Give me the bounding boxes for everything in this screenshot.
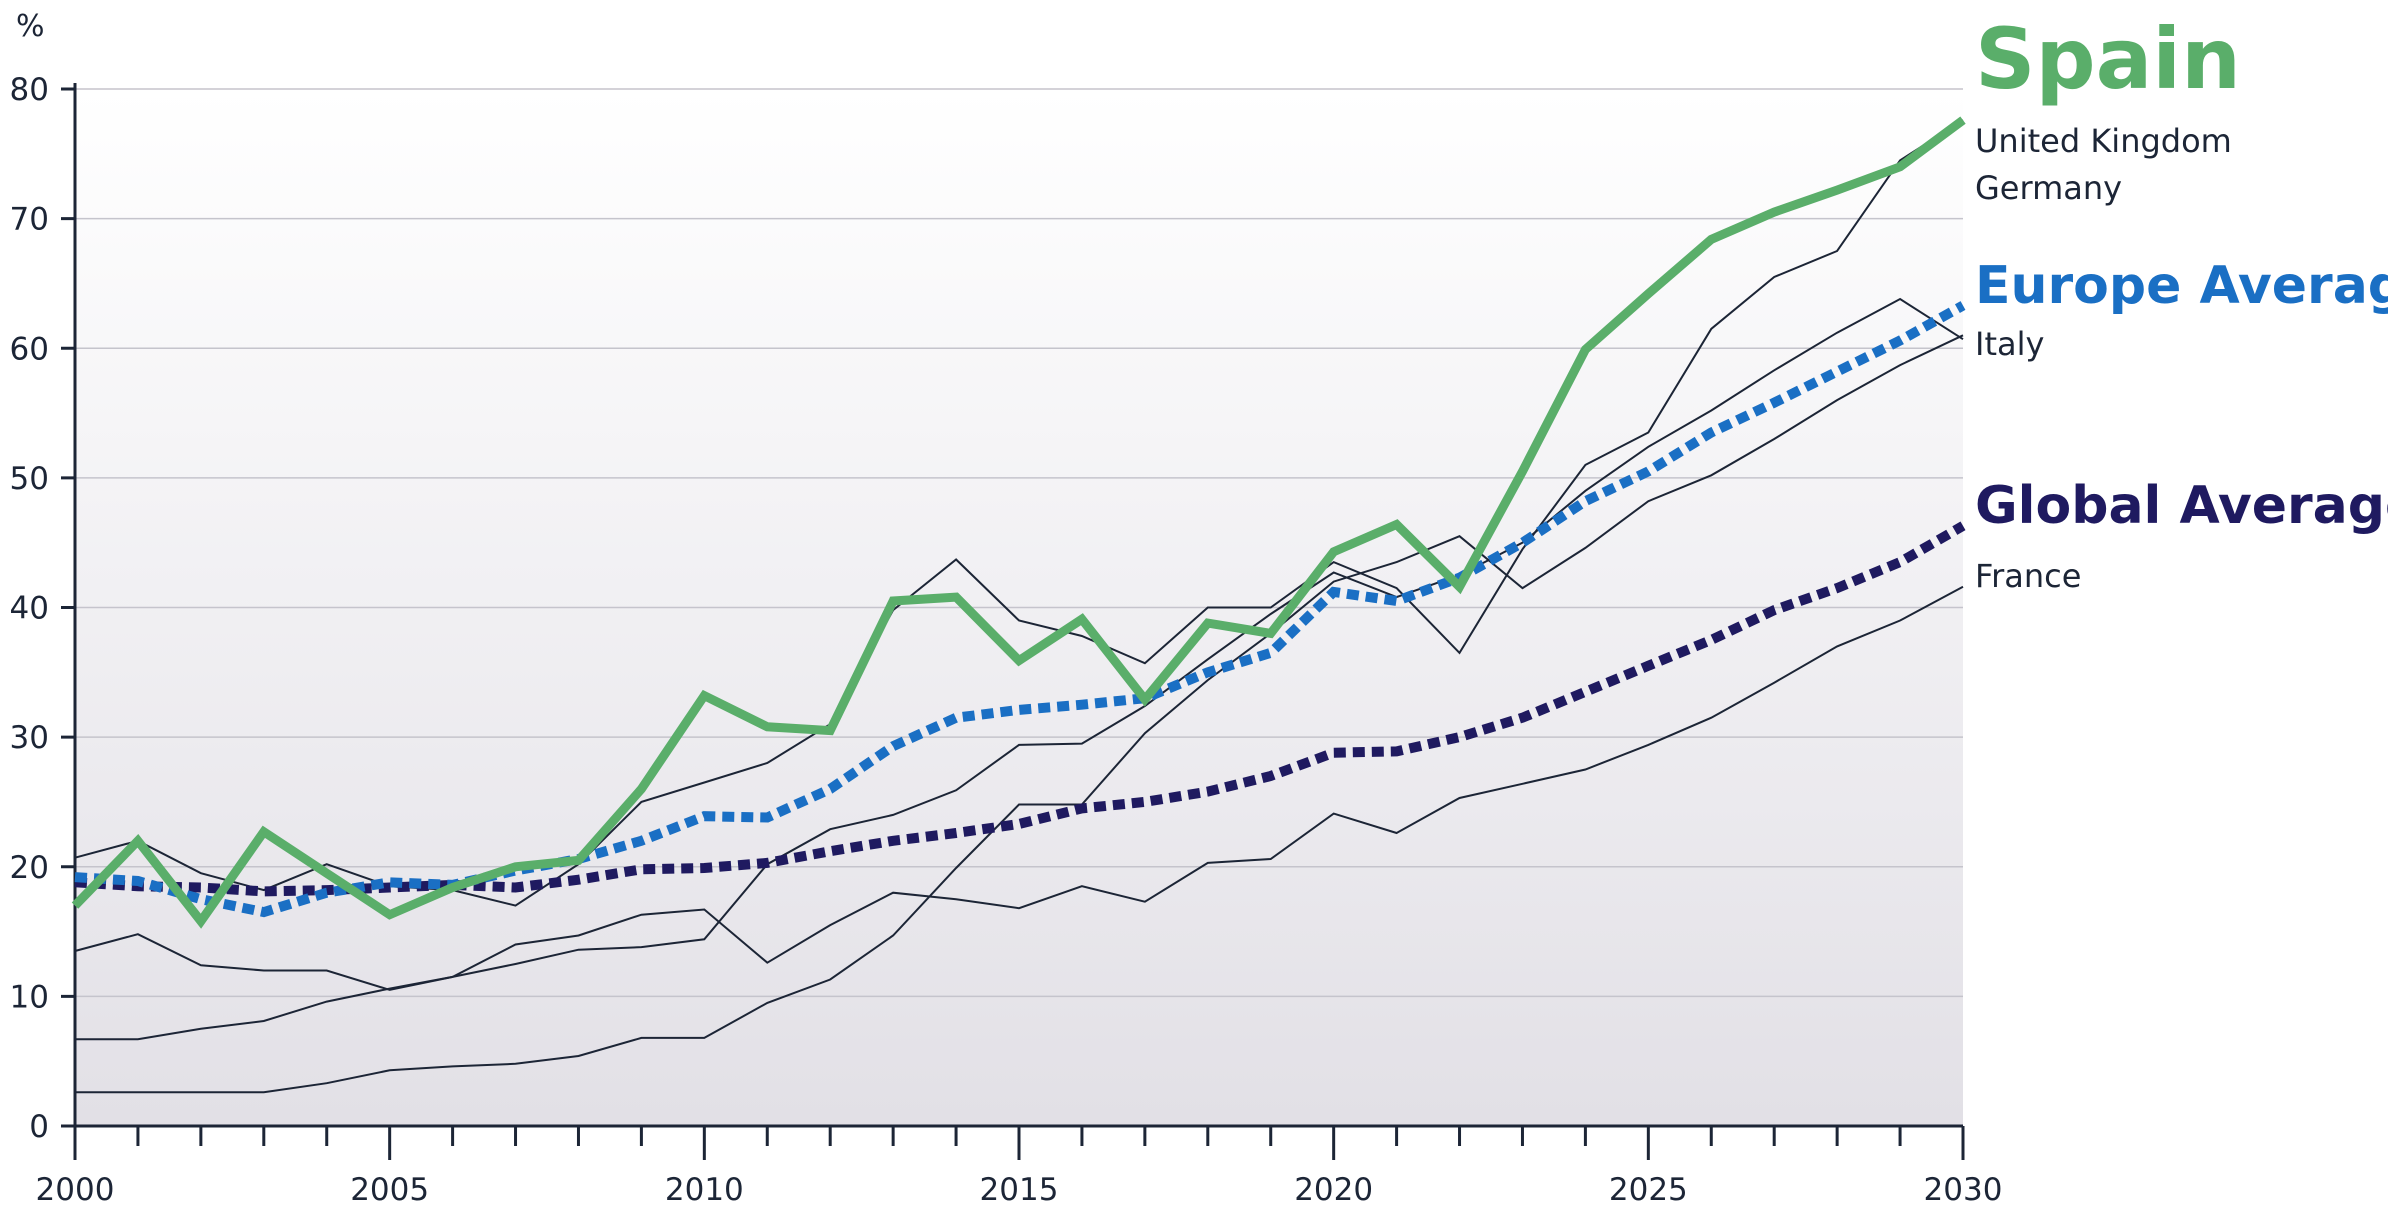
x-tick-label-2000: 2000 — [36, 1172, 115, 1208]
series-line-europe-average — [74, 301, 1966, 918]
y-unit-label: % — [16, 9, 45, 44]
x-tick-label-2025: 2025 — [1609, 1172, 1688, 1208]
legend-spain: Spain — [1975, 10, 2241, 108]
y-tick-label-40: 40 — [10, 591, 49, 627]
y-tick-label-50: 50 — [10, 461, 49, 497]
legend-germany: Germany — [1975, 169, 2122, 207]
series-line-germany — [74, 585, 1964, 991]
x-tick-label-2010: 2010 — [665, 1172, 744, 1208]
x-tick-label-2020: 2020 — [1294, 1172, 1373, 1208]
x-tick-label-2015: 2015 — [980, 1172, 1059, 1208]
x-tick-label-2005: 2005 — [350, 1172, 429, 1208]
legend-france: France — [1975, 557, 2081, 595]
series-line-global-average — [74, 521, 1966, 897]
y-tick-label-20: 20 — [10, 850, 49, 886]
series-lines — [71, 116, 1966, 1094]
legend-united-kingdom: United Kingdom — [1975, 122, 2232, 160]
y-tick-label-10: 10 — [10, 979, 49, 1015]
y-tick-label-0: 0 — [29, 1109, 49, 1145]
legend-global-average: Global Average — [1975, 476, 2388, 536]
legend-italy: Italy — [1975, 325, 2044, 363]
series-line-spain — [71, 116, 1966, 929]
y-tick-label-60: 60 — [10, 331, 49, 367]
y-tick-label-30: 30 — [10, 720, 49, 756]
series-line-italy — [75, 297, 1964, 1041]
y-tick-label-80: 80 — [10, 72, 49, 108]
legend-europe-average: Europe Average — [1975, 256, 2388, 316]
y-tick-label-70: 70 — [10, 202, 49, 238]
gridlines — [75, 88, 1963, 998]
x-tick-label-2030: 2030 — [1924, 1172, 2003, 1208]
series-line-france — [75, 334, 1964, 1094]
